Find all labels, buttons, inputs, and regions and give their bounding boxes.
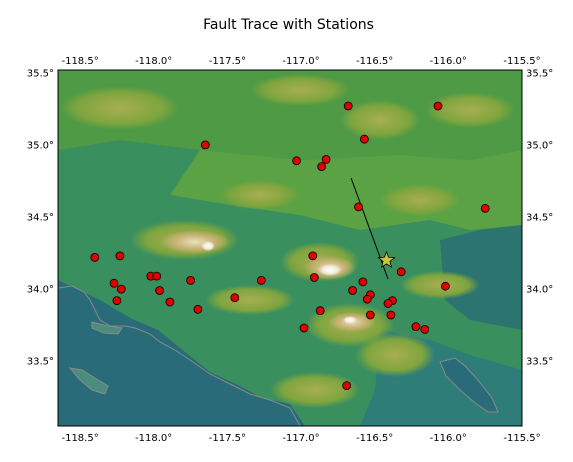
- snow-peak-c: [343, 316, 357, 324]
- station-marker: [396, 267, 406, 277]
- coastline: [58, 285, 301, 426]
- station-marker: [186, 275, 196, 285]
- station-marker: [358, 277, 368, 287]
- salton-sea: [439, 357, 499, 413]
- station-marker: [343, 101, 353, 111]
- lat-tick-label-right: 34.0°: [526, 285, 553, 296]
- lat-tick-label-left: 35.5°: [27, 68, 54, 79]
- station-marker: [440, 281, 450, 291]
- east-desert: [440, 225, 522, 330]
- station-marker: [309, 273, 319, 282]
- lat-tick-label-right: 35.5°: [526, 68, 553, 79]
- lon-tick-label-bottom: -117.5°: [209, 433, 246, 444]
- ridge-n: [250, 74, 350, 106]
- station-marker: [115, 251, 125, 261]
- lon-tick-label-bottom: -118.0°: [135, 433, 172, 444]
- station-marker: [342, 381, 352, 391]
- station-marker: [308, 251, 318, 261]
- station-marker: [433, 101, 443, 111]
- station-marker: [193, 304, 203, 314]
- station-marker: [362, 294, 372, 304]
- station-marker: [321, 154, 331, 164]
- lon-tick-label-top: -116.5°: [356, 56, 393, 67]
- lat-tick-label-right: 35.0°: [526, 140, 553, 151]
- tehachapi-mtns: [60, 86, 180, 130]
- station-marker: [112, 296, 122, 306]
- lat-tick-label-left: 34.0°: [27, 285, 54, 296]
- station-marker: [386, 310, 396, 320]
- lon-tick-label-bottom: -116.5°: [356, 433, 393, 444]
- lon-tick-label-top: -117.5°: [209, 56, 246, 67]
- lon-tick-label-bottom: -118.5°: [61, 433, 98, 444]
- lon-tick-label-top: -117.0°: [282, 56, 319, 67]
- map-background: [58, 70, 522, 426]
- stations-layer: [90, 101, 490, 391]
- station-marker: [359, 134, 369, 144]
- station-marker: [90, 252, 100, 262]
- ridge-h: [205, 285, 295, 315]
- station-marker: [383, 299, 393, 308]
- station-marker: [365, 310, 375, 320]
- station-marker: [155, 286, 165, 295]
- station-marker: [109, 278, 119, 288]
- north-desert-plain: [58, 70, 522, 160]
- lon-tick-label-bottom: -116.0°: [430, 433, 467, 444]
- station-marker: [256, 275, 266, 285]
- lon-tick-label-top: -118.5°: [61, 56, 98, 67]
- lat-tick-label-right: 34.5°: [526, 213, 553, 224]
- station-marker: [348, 286, 358, 295]
- lon-tick-label-bottom: -117.0°: [282, 433, 319, 444]
- station-marker: [480, 203, 490, 213]
- station-marker: [315, 306, 325, 316]
- snow-peak-a: [318, 264, 342, 276]
- lat-tick-label-left: 34.5°: [27, 213, 54, 224]
- snow-peak-b: [201, 241, 215, 251]
- fault-trace-layer: [350, 177, 389, 280]
- map-frame: [57, 69, 523, 427]
- ridge-l: [380, 184, 460, 216]
- tick-layer: -118.5° -118.5° -118.0° -118.0° -117.5° -117.…: [27, 56, 554, 444]
- ocean: [58, 280, 305, 426]
- ridge-a: [160, 230, 230, 254]
- ridge-k: [340, 100, 420, 140]
- chart-title: Fault Trace with Stations: [203, 17, 374, 33]
- ridge-g: [270, 372, 360, 408]
- lat-tick-label-right: 33.5°: [526, 357, 553, 368]
- station-marker: [230, 293, 240, 303]
- island-a: [91, 321, 123, 335]
- station-marker: [116, 284, 126, 294]
- station-marker: [420, 324, 430, 334]
- ridge-m: [220, 180, 300, 210]
- lon-tick-label-top: -118.0°: [135, 56, 172, 67]
- lat-tick-label-left: 33.5°: [27, 357, 54, 368]
- ridge-f: [355, 333, 435, 377]
- lon-tick-label-bottom: -115.5°: [503, 433, 540, 444]
- ridge-j: [425, 92, 515, 128]
- epicenter-star: [377, 250, 396, 269]
- station-marker: [165, 297, 175, 307]
- station-marker: [292, 156, 302, 166]
- station-marker: [152, 271, 162, 281]
- island-b: [68, 367, 109, 395]
- station-marker: [411, 322, 421, 332]
- epicenter-layer: [377, 250, 396, 269]
- lat-tick-label-left: 35.0°: [27, 140, 54, 151]
- station-marker: [317, 162, 327, 172]
- ridge-i: [400, 271, 480, 299]
- lon-tick-label-top: -115.5°: [503, 56, 540, 67]
- station-marker: [354, 202, 363, 212]
- station-marker: [200, 140, 210, 150]
- fault-trace-line: [350, 177, 389, 280]
- station-marker: [299, 323, 309, 333]
- lon-tick-label-top: -116.0°: [430, 56, 467, 67]
